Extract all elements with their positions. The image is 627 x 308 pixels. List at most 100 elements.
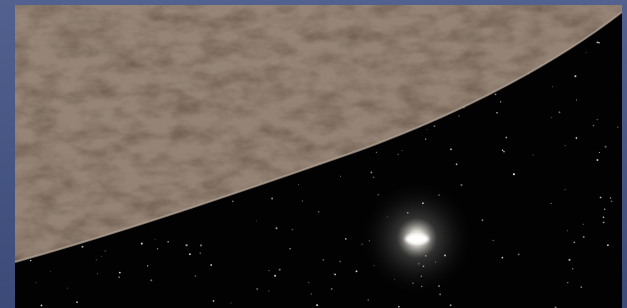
star	[482, 219, 484, 221]
star	[210, 264, 212, 266]
star	[189, 253, 191, 255]
star	[502, 150, 504, 152]
star	[67, 288, 68, 289]
star	[331, 288, 333, 290]
star	[101, 256, 102, 257]
star	[105, 251, 106, 252]
star	[552, 86, 553, 87]
star	[298, 184, 299, 185]
star	[256, 288, 258, 290]
star	[345, 238, 347, 240]
star	[150, 279, 152, 281]
star	[292, 229, 294, 231]
star	[118, 276, 119, 277]
star	[316, 304, 318, 306]
star	[376, 152, 377, 153]
star	[269, 270, 270, 271]
star	[586, 52, 587, 53]
star	[607, 244, 609, 246]
star	[593, 125, 595, 127]
star	[370, 171, 372, 173]
star	[302, 200, 304, 202]
star	[30, 260, 31, 261]
star	[195, 275, 196, 276]
star	[496, 112, 498, 114]
star	[598, 42, 600, 44]
star	[600, 197, 602, 199]
star	[339, 261, 341, 263]
star	[167, 241, 169, 243]
star	[458, 115, 459, 116]
star	[334, 274, 336, 276]
star	[532, 154, 533, 155]
star	[268, 290, 269, 291]
star	[603, 221, 605, 223]
star	[200, 253, 201, 254]
star	[495, 94, 497, 96]
star	[551, 203, 552, 204]
star	[574, 75, 576, 77]
star	[434, 125, 436, 127]
scene	[0, 0, 627, 308]
star	[576, 137, 578, 139]
star	[402, 150, 403, 151]
star	[599, 152, 600, 153]
star	[513, 173, 515, 175]
star	[576, 100, 577, 101]
star	[274, 275, 276, 277]
star	[493, 240, 494, 241]
star	[503, 151, 504, 152]
star	[35, 282, 36, 283]
star	[97, 273, 98, 274]
star	[502, 257, 504, 259]
star	[596, 159, 598, 161]
star	[318, 211, 320, 213]
star	[157, 248, 158, 249]
star	[567, 230, 568, 231]
star	[460, 184, 462, 186]
star	[427, 129, 428, 130]
star	[551, 117, 552, 118]
star	[456, 163, 458, 165]
star	[186, 244, 188, 246]
star	[276, 227, 278, 229]
star	[565, 189, 566, 190]
star	[505, 137, 507, 139]
star	[439, 294, 441, 296]
star	[425, 138, 426, 139]
star	[308, 282, 309, 283]
star	[230, 302, 231, 303]
star	[450, 304, 452, 306]
star	[398, 306, 400, 308]
star	[574, 242, 575, 243]
star	[311, 294, 312, 295]
star	[322, 259, 324, 261]
star	[583, 236, 585, 238]
star	[597, 42, 599, 44]
star	[368, 300, 369, 301]
star	[119, 272, 121, 274]
star	[617, 127, 618, 128]
star	[155, 239, 156, 240]
star	[373, 176, 375, 178]
body: (() => { const g = document.getElementBy…	[0, 0, 627, 308]
star-core	[405, 234, 429, 244]
star	[76, 301, 78, 303]
star	[50, 271, 51, 272]
star	[610, 197, 611, 198]
star	[271, 198, 273, 200]
star	[603, 217, 605, 219]
star	[213, 300, 215, 302]
star	[568, 259, 570, 261]
star	[580, 286, 582, 288]
star	[256, 220, 257, 221]
star	[289, 248, 290, 249]
star	[356, 270, 358, 272]
star	[567, 282, 568, 283]
star	[572, 268, 573, 269]
star	[565, 145, 566, 146]
star	[605, 146, 607, 148]
star	[333, 273, 334, 274]
star	[559, 111, 561, 113]
star	[200, 244, 202, 246]
